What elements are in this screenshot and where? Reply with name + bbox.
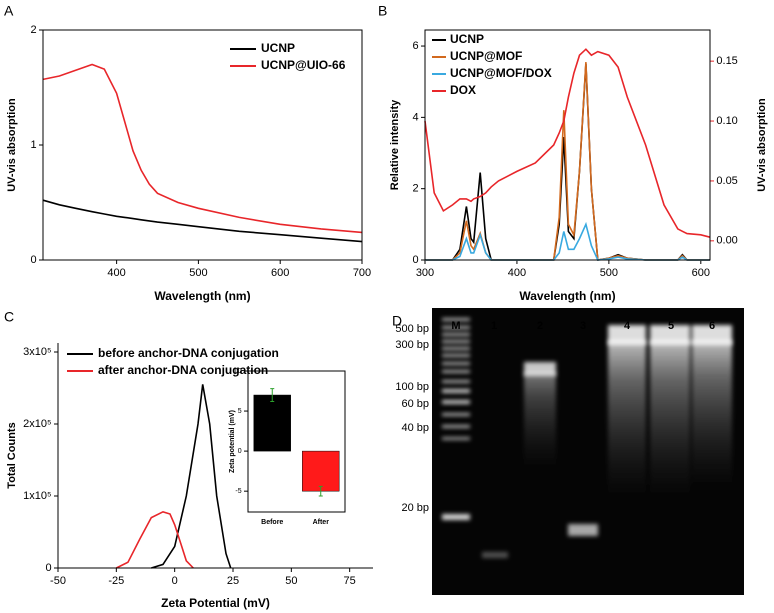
legend-label: before anchor-DNA conjugation — [98, 346, 279, 360]
y-tick-label: 0.00 — [716, 235, 737, 247]
y-tick-label: 3x10⁵ — [23, 346, 51, 358]
y-tick-label: 2 — [412, 183, 418, 195]
lane-label: 5 — [668, 320, 674, 332]
plot-frame — [247, 370, 346, 513]
lane-label: 1 — [491, 320, 497, 332]
x-tick-label: -50 — [50, 575, 66, 587]
line-series — [151, 384, 232, 569]
y-tick-label: 0.15 — [716, 55, 737, 67]
y-tick-label: 4 — [412, 111, 418, 123]
ladder-label: 40 bp — [401, 422, 429, 434]
y-tick-label: 5 — [238, 408, 242, 415]
lane-label: 4 — [624, 320, 631, 332]
x-tick-label: 500 — [600, 267, 618, 279]
legend-label: UCNP — [450, 32, 484, 46]
y-tick-label: 2x10⁵ — [23, 418, 51, 430]
x-tick-label: 75 — [344, 575, 356, 587]
plot-frame — [424, 29, 711, 261]
line-series — [115, 510, 194, 569]
gel-image — [432, 308, 744, 595]
x-tick-label: After — [313, 519, 330, 526]
lane-label: 2 — [537, 320, 543, 332]
y-tick-label: 6 — [412, 40, 418, 52]
y-tick-label: 1 — [30, 139, 36, 151]
x-tick-label: 500 — [189, 267, 207, 279]
y-tick-label: 10 — [234, 368, 242, 375]
panel-label: A — [4, 3, 14, 19]
x-tick-label: 400 — [508, 267, 526, 279]
legend-label: after anchor-DNA conjugation — [98, 363, 268, 377]
ladder-label: 300 bp — [395, 339, 429, 351]
x-tick-label: 600 — [271, 267, 289, 279]
panel-label: C — [4, 309, 14, 325]
y-tick-label: 0 — [412, 254, 418, 266]
y-tick-label: 0 — [30, 254, 36, 266]
y-axis-label: Relative intensity — [389, 99, 401, 190]
x-tick-label: 50 — [285, 575, 297, 587]
y-tick-label: 1x10⁵ — [23, 490, 51, 502]
error-bar — [318, 485, 323, 497]
x-tick-label: 700 — [353, 267, 371, 279]
x-axis-label: Wavelength (nm) — [519, 289, 615, 303]
x-tick-label: 25 — [227, 575, 239, 587]
line-series — [42, 63, 363, 234]
y-axis-label: Zeta potential (mV) — [229, 410, 236, 473]
error-bar — [270, 388, 275, 402]
y-axis-label: Total Counts — [6, 422, 18, 488]
y-tick-label: 0 — [45, 562, 51, 574]
legend-label: UCNP@UIO-66 — [261, 58, 346, 72]
ladder-label: 60 bp — [401, 398, 429, 410]
panel-label: D — [392, 313, 402, 329]
lane-label: M — [451, 320, 460, 332]
ladder-label: 500 bp — [395, 323, 429, 335]
legend-label: UCNP@MOF/DOX — [450, 66, 552, 80]
x-tick-label: 400 — [107, 267, 125, 279]
legend-label: DOX — [450, 83, 476, 97]
y-tick-label: -5 — [235, 488, 241, 495]
y2-axis-label: UV-vis absorption — [756, 98, 768, 192]
x-axis-label: Wavelength (nm) — [154, 289, 250, 303]
bar — [253, 394, 291, 452]
ladder-label: 100 bp — [395, 381, 429, 393]
legend-label: UCNP — [261, 41, 295, 55]
gel-smears — [524, 340, 732, 500]
ladder-label: 20 bp — [401, 502, 429, 514]
y-tick-label: 0.10 — [716, 115, 737, 127]
y-tick-label: 0.05 — [716, 175, 737, 187]
line-series — [42, 199, 363, 243]
line-series — [424, 48, 711, 238]
x-tick-label: -25 — [108, 575, 124, 587]
y-axis-label: UV-vis absorption — [6, 98, 18, 192]
x-axis-label: Zeta Potential (mV) — [161, 596, 270, 610]
lane-label: 3 — [580, 320, 586, 332]
x-tick-label: 300 — [416, 267, 434, 279]
legend-label: UCNP@MOF — [450, 49, 522, 63]
panel-label: B — [378, 3, 387, 19]
x-tick-label: 0 — [172, 575, 178, 587]
y-tick-label: 2 — [30, 24, 36, 36]
x-tick-label: Before — [261, 519, 283, 526]
bar — [302, 450, 340, 492]
lane-label: 6 — [709, 320, 715, 332]
y-tick-label: 0 — [238, 448, 242, 455]
plot-frame — [42, 29, 363, 261]
x-tick-label: 600 — [692, 267, 710, 279]
